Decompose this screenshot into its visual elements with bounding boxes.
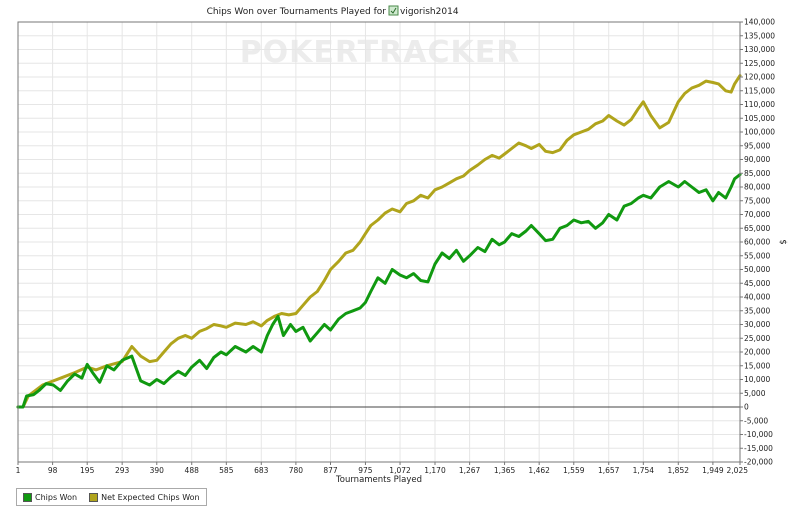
series-layer xyxy=(16,74,742,409)
y-tick-label: 30,000 xyxy=(744,320,770,329)
y-tick-label: 55,000 xyxy=(744,251,770,260)
y-tick-label: 135,000 xyxy=(744,31,775,40)
y-tick-label: 115,000 xyxy=(744,86,775,95)
player-icon xyxy=(388,5,399,16)
x-tick-label: 1,462 xyxy=(528,466,550,475)
y-tick-label: 40,000 xyxy=(744,293,770,302)
x-tick-label: 1,267 xyxy=(459,466,481,475)
y-tick-label: 15,000 xyxy=(744,361,770,370)
y-tick-label: 130,000 xyxy=(744,45,775,54)
legend: Chips Won Net Expected Chips Won xyxy=(16,488,207,506)
x-tick-label: 195 xyxy=(80,466,95,475)
x-tick-label: 1,754 xyxy=(633,466,655,475)
x-tick-label: 488 xyxy=(185,466,200,475)
y-tick-label: 25,000 xyxy=(744,334,770,343)
y-tick-label: 125,000 xyxy=(744,59,775,68)
legend-item-chips-won: Chips Won xyxy=(23,492,78,502)
y-tick-label: 90,000 xyxy=(744,155,770,164)
y-tick-label: 75,000 xyxy=(744,196,770,205)
x-tick-label: 1,852 xyxy=(668,466,690,475)
y-tick-label: 100,000 xyxy=(744,128,775,137)
y-tick-label: 95,000 xyxy=(744,141,770,150)
x-tick-label: 585 xyxy=(219,466,234,475)
chart-title: Chips Won over Tournaments Played for xyxy=(207,7,387,17)
x-tick-label: 1 xyxy=(16,466,21,475)
series-line-chips-won xyxy=(16,173,742,409)
player-name: vigorish2014 xyxy=(400,7,459,17)
y-axis-title: $ xyxy=(779,239,789,244)
x-tick-label: 390 xyxy=(150,466,165,475)
y-tick-label: 105,000 xyxy=(744,114,775,123)
x-tick-label: 293 xyxy=(115,466,130,475)
x-tick-label: 1,365 xyxy=(494,466,516,475)
y-axis: 140,000 135,000 130,000 125,000 120,000 115,0… xyxy=(740,18,775,467)
y-tick-label: -20,000 xyxy=(744,458,773,467)
y-tick-label: 60,000 xyxy=(744,238,770,247)
y-tick-label: -15,000 xyxy=(744,444,773,453)
x-tick-label: 1,657 xyxy=(598,466,620,475)
x-tick-label: 1,949 xyxy=(702,466,724,475)
legend-item-net-expected: Net Expected Chips Won xyxy=(89,492,200,502)
x-axis-title: Tournaments Played xyxy=(335,475,422,485)
y-tick-label: 35,000 xyxy=(744,306,770,315)
x-axis: 1 98 195 293 390 488 585 683 780 877 975 1,072 1,170… xyxy=(16,462,749,475)
grid xyxy=(17,21,741,463)
legend-swatch-chips-won xyxy=(23,492,32,502)
y-tick-label: 80,000 xyxy=(744,183,770,192)
x-tick-label: 683 xyxy=(254,466,269,475)
watermark: POKERTRACKER xyxy=(240,35,521,70)
series-line-net-expected-chips-won xyxy=(16,74,742,409)
y-tick-label: 85,000 xyxy=(744,169,770,178)
y-tick-label: -5,000 xyxy=(744,416,768,425)
y-tick-label: 50,000 xyxy=(744,265,770,274)
y-tick-label: 0 xyxy=(744,403,749,412)
x-tick-label: 98 xyxy=(48,466,58,475)
y-tick-label: 10,000 xyxy=(744,375,770,384)
y-tick-label: -10,000 xyxy=(744,430,773,439)
legend-swatch-net-expected xyxy=(89,492,99,502)
x-tick-label: 1,559 xyxy=(563,466,585,475)
x-tick-label: 2,025 xyxy=(727,466,749,475)
y-tick-label: 20,000 xyxy=(744,348,770,357)
y-tick-label: 70,000 xyxy=(744,210,770,219)
y-tick-label: 65,000 xyxy=(744,224,770,233)
y-tick-label: 45,000 xyxy=(744,279,770,288)
x-tick-label: 1,170 xyxy=(424,466,446,475)
legend-label-chips-won: Chips Won xyxy=(35,492,78,502)
x-tick-label: 877 xyxy=(323,466,338,475)
y-tick-label: 120,000 xyxy=(744,73,775,82)
x-tick-label: 975 xyxy=(358,466,373,475)
y-tick-label: 5,000 xyxy=(744,389,766,398)
x-tick-label: 1,072 xyxy=(389,466,411,475)
y-tick-label: 140,000 xyxy=(744,18,775,27)
y-tick-label: 110,000 xyxy=(744,100,775,109)
legend-label-net-expected: Net Expected Chips Won xyxy=(101,492,200,502)
x-tick-label: 780 xyxy=(289,466,304,475)
